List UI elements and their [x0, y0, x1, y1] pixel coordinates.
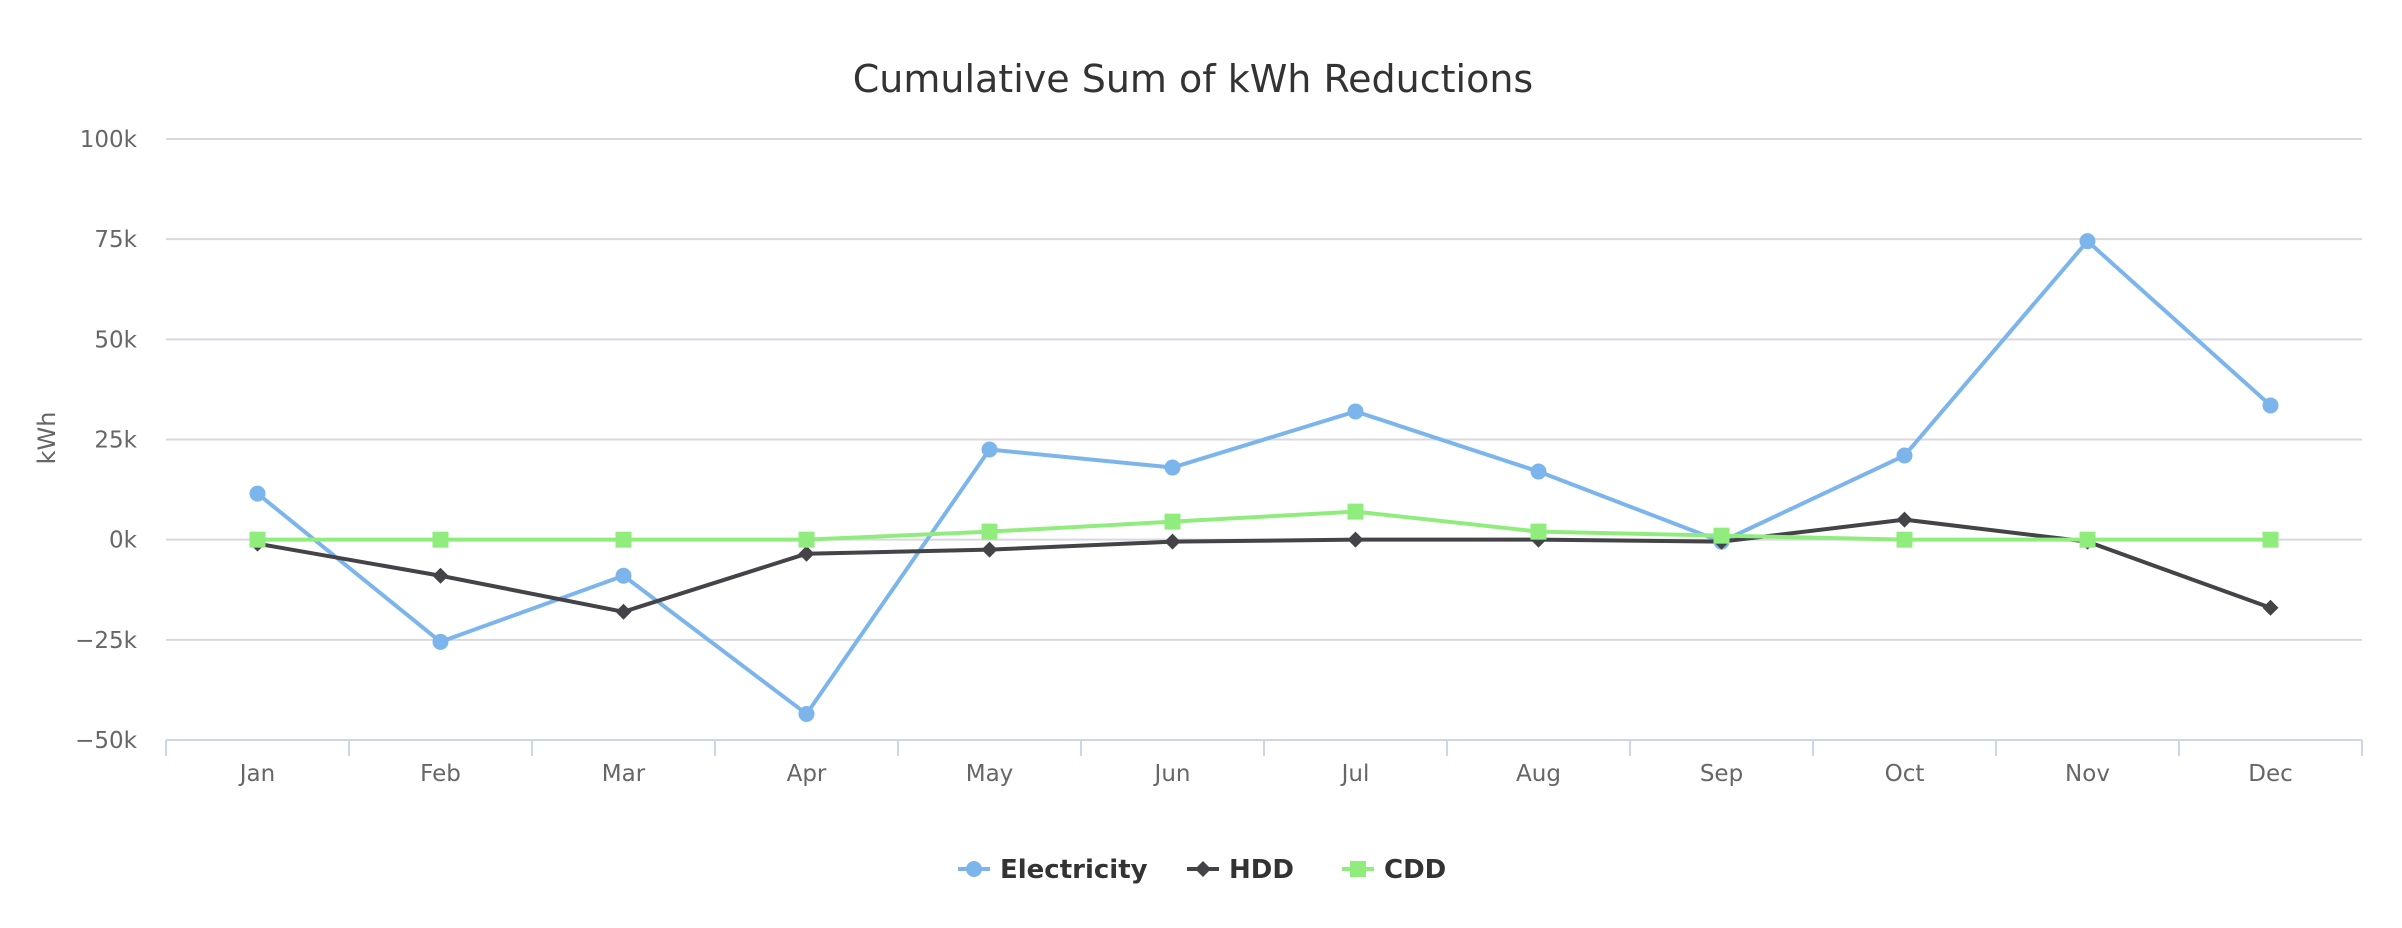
y-tick-label: 100k — [80, 127, 138, 153]
legend-item-electricity[interactable]: Electricity — [958, 855, 1148, 885]
x-tick-label: Aug — [1516, 761, 1561, 787]
x-tick-label: Dec — [2248, 761, 2293, 787]
electricity-point[interactable] — [1164, 459, 1181, 476]
cdd-point[interactable] — [1896, 531, 1913, 548]
legend-label: Electricity — [1000, 855, 1148, 885]
cdd-point[interactable] — [615, 531, 632, 548]
x-tick-label: Oct — [1885, 761, 1925, 787]
electricity-point[interactable] — [798, 705, 815, 722]
y-tick-label: 0k — [109, 528, 138, 554]
series-cdd — [249, 503, 2279, 548]
legend-marker — [1350, 861, 1366, 877]
electricity-point[interactable] — [432, 633, 449, 650]
y-tick-label: 75k — [94, 227, 137, 253]
cdd-point[interactable] — [1164, 513, 1181, 530]
cdd-point[interactable] — [981, 523, 998, 540]
hdd-point[interactable] — [1896, 511, 1913, 528]
hdd-point[interactable] — [1347, 531, 1364, 548]
electricity-point[interactable] — [2079, 233, 2096, 250]
cdd-line — [255, 509, 2273, 542]
x-tick-label: Jul — [1340, 761, 1370, 787]
legend-marker — [1195, 861, 1211, 877]
y-tick-label: 25k — [94, 428, 137, 454]
x-tick-label: May — [966, 761, 1014, 787]
electricity-point[interactable] — [615, 567, 632, 584]
y-axis-ticks: −50k −25k 0k 25k 50k 75k 100k — [75, 127, 138, 754]
cdd-point[interactable] — [1530, 523, 1547, 540]
hdd-point[interactable] — [1164, 533, 1181, 550]
hdd-point[interactable] — [981, 541, 998, 558]
x-tick-label: Apr — [787, 761, 827, 787]
electricity-point[interactable] — [2262, 397, 2279, 414]
cdd-point[interactable] — [798, 531, 815, 548]
series-hdd — [249, 511, 2279, 620]
cdd-point[interactable] — [249, 531, 266, 548]
hdd-point[interactable] — [798, 545, 815, 562]
series-lines — [249, 233, 2279, 722]
hdd-point[interactable] — [615, 603, 632, 620]
electricity-point[interactable] — [1896, 447, 1913, 464]
chart-title: Cumulative Sum of kWh Reductions — [853, 57, 1533, 101]
x-tick-label: Sep — [1700, 761, 1743, 787]
electricity-point[interactable] — [981, 441, 998, 458]
y-tick-label: −25k — [75, 628, 138, 654]
y-tick-label: −50k — [75, 728, 138, 754]
cdd-point[interactable] — [1347, 503, 1364, 520]
hdd-point[interactable] — [2262, 599, 2279, 616]
electricity-point[interactable] — [249, 485, 266, 502]
x-tick-label: Jan — [238, 761, 275, 787]
cdd-point[interactable] — [432, 531, 449, 548]
y-tick-label: 50k — [94, 327, 137, 353]
x-tick-label: Nov — [2065, 761, 2110, 787]
cdd-point[interactable] — [2262, 531, 2279, 548]
grid-lines — [166, 138, 2362, 641]
legend-item-cdd[interactable]: CDD — [1342, 855, 1446, 885]
series-electricity — [249, 233, 2279, 722]
cdd-point[interactable] — [1713, 527, 1730, 544]
electricity-point[interactable] — [1347, 403, 1364, 420]
cdd-point[interactable] — [2079, 531, 2096, 548]
legend-item-hdd[interactable]: HDD — [1187, 855, 1294, 885]
y-axis-title: kWh — [33, 412, 61, 465]
legend-marker — [966, 861, 982, 877]
x-tick-label: Feb — [420, 761, 461, 787]
hdd-line — [255, 517, 2273, 614]
legend-label: HDD — [1229, 855, 1294, 885]
x-tick-label: Jun — [1153, 761, 1191, 787]
electricity-point[interactable] — [1530, 463, 1547, 480]
legend: Electricity HDD CDD — [958, 855, 1446, 885]
electricity-line — [255, 239, 2273, 716]
x-tick-label: Mar — [602, 761, 646, 787]
legend-label: CDD — [1384, 855, 1446, 885]
hdd-point[interactable] — [432, 567, 449, 584]
x-axis: Jan Feb Mar Apr May Jun Jul Aug Sep Oct Nov Dec — [165, 739, 2363, 787]
